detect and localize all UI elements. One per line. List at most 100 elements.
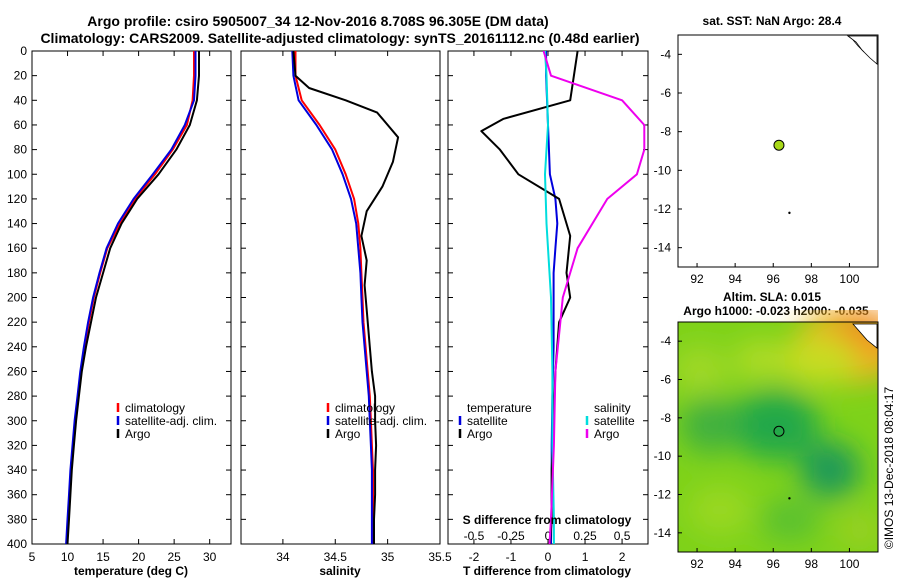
depth-tick-label: 280 xyxy=(7,389,27,403)
sla-map-island xyxy=(788,497,791,500)
s-tick-label: -0.5 xyxy=(464,529,485,543)
map-lon-label: 98 xyxy=(805,272,819,286)
s-tick-label: -0.25 xyxy=(497,529,525,543)
map-lat-label: -4 xyxy=(660,47,671,61)
xtick-label-difference: 0 xyxy=(545,550,552,564)
xtick-label-difference: 2 xyxy=(619,550,626,564)
depth-tick-label: 140 xyxy=(7,217,27,231)
depth-tick-label: 180 xyxy=(7,266,27,280)
map-lon-label: 92 xyxy=(690,557,704,571)
xtick-label-temperature: 30 xyxy=(203,550,217,564)
sst-map-panel: sat. SST: NaN Argo: 28.4 92 94 96 98 100 -4 -6… xyxy=(654,14,879,286)
s-tick-label: 0.5 xyxy=(614,529,631,543)
depth-tick-label: 240 xyxy=(7,340,27,354)
depth-tick-label: 160 xyxy=(7,241,27,255)
depth-tick-label: 100 xyxy=(7,167,27,181)
depth-tick-label: 400 xyxy=(7,537,27,551)
depth-tick-label: 320 xyxy=(7,438,27,452)
series-salinity-climatology xyxy=(294,51,374,544)
xtick-label-temperature: 5 xyxy=(29,550,36,564)
xtick-label-salinity: 34 xyxy=(276,550,290,564)
sla-heatmap xyxy=(678,310,878,552)
map-lat-label: -8 xyxy=(660,411,671,425)
map-lat-label: -10 xyxy=(654,163,672,177)
sla-map-coastline xyxy=(852,323,878,349)
salinity-legend-climatology: climatology xyxy=(335,401,395,415)
depth-tick-label: 20 xyxy=(14,69,28,83)
depth-tick-label: 0 xyxy=(20,44,27,58)
map-lon-label: 96 xyxy=(767,557,781,571)
map-lon-label: 100 xyxy=(839,272,859,286)
map-lat-label: -12 xyxy=(654,202,672,216)
depth-tick-label: 120 xyxy=(7,192,27,206)
xtick-label-difference: 1 xyxy=(582,550,589,564)
xtick-label-temperature: 15 xyxy=(96,550,110,564)
salinity-legend-satellite: satellite-adj. clim. xyxy=(335,414,427,428)
map-lat-label: -8 xyxy=(660,125,671,139)
imos-credit: ©IMOS 13-Dec-2018 08:04:17 xyxy=(882,387,896,550)
xtick-label-salinity: 35 xyxy=(381,550,395,564)
map-lat-label: -14 xyxy=(654,526,672,540)
legend-title-salinity: salinity xyxy=(594,401,631,415)
map-lat-label: -6 xyxy=(660,86,671,100)
salinity-legend: climatology satellite-adj. clim. Argo xyxy=(326,401,427,441)
series-salinity-argo xyxy=(292,51,400,544)
xtick-label-difference: -2 xyxy=(469,550,480,564)
sst-map-coastline xyxy=(846,35,878,65)
sst-map-frame xyxy=(677,34,879,268)
depth-tick-label: 300 xyxy=(7,414,27,428)
xtick-label-temperature: 20 xyxy=(132,550,146,564)
salinity-xlabel: salinity xyxy=(319,564,361,578)
sla-map-title: Altim. SLA: 0.015 xyxy=(723,290,821,304)
salinity-axes-frame xyxy=(240,50,441,545)
series-temperature-argo xyxy=(66,51,200,544)
xtick-label-temperature: 10 xyxy=(61,550,75,564)
map-lon-label: 92 xyxy=(690,272,704,286)
temperature-legend-satellite: satellite-adj. clim. xyxy=(125,414,217,428)
sst-map-title: sat. SST: NaN Argo: 28.4 xyxy=(703,14,842,28)
figure-title-line2: Climatology: CARS2009. Satellite-adjuste… xyxy=(40,30,639,46)
temperature-xlabel: temperature (deg C) xyxy=(74,564,188,578)
map-lat-label: -10 xyxy=(654,449,672,463)
depth-tick-label: 260 xyxy=(7,364,27,378)
xtick-label-salinity: 35.5 xyxy=(428,550,452,564)
depth-tick-label: 200 xyxy=(7,291,27,305)
xtick-label-difference: -1 xyxy=(506,550,517,564)
depth-tick-label: 340 xyxy=(7,463,27,477)
xtick-label-temperature: 25 xyxy=(167,550,181,564)
temperature-legend-climatology: climatology xyxy=(125,401,185,415)
series-difference-s-climatology xyxy=(542,51,646,544)
sla-map-frame xyxy=(677,321,879,553)
depth-tick-label: 360 xyxy=(7,488,27,502)
series-temperature-satellite-adj-clim- xyxy=(65,51,197,544)
s-difference-label: S difference from climatology xyxy=(463,513,632,527)
difference-legend: temperature satellite Argo salinity sate… xyxy=(458,401,635,441)
sla-map-panel: Altim. SLA: 0.015 Argo h1000: -0.023 h20… xyxy=(654,290,879,571)
depth-tick-label: 80 xyxy=(14,143,28,157)
map-lon-label: 100 xyxy=(839,557,859,571)
depth-tick-label: 220 xyxy=(7,315,27,329)
legend-title-temperature: temperature xyxy=(467,401,532,415)
depth-tick-label: 60 xyxy=(14,118,28,132)
s-tick-label: 0 xyxy=(545,529,552,543)
legend-t-argo: Argo xyxy=(467,427,493,441)
sst-map-float-marker xyxy=(773,139,785,151)
salinity-panel: 34 34.5 35 35.5 salinity climatology satell… xyxy=(240,50,452,578)
map-lat-label: -6 xyxy=(660,373,671,387)
map-lon-label: 98 xyxy=(805,557,819,571)
temperature-legend: climatology satellite-adj. clim. Argo xyxy=(116,401,217,441)
map-lat-label: -14 xyxy=(654,241,672,255)
xtick-label-salinity: 34.5 xyxy=(324,550,348,564)
depth-tick-label: 380 xyxy=(7,512,27,526)
salinity-legend-argo: Argo xyxy=(335,427,361,441)
legend-t-satellite: satellite xyxy=(467,414,508,428)
difference-panel: -2 -1 0 1 2 -0.5 -0.25 0 0.25 0.5 T difference fr… xyxy=(447,50,649,578)
legend-s-satellite: satellite xyxy=(594,414,635,428)
sst-map-island xyxy=(788,211,791,215)
difference-xlabel: T difference from climatology xyxy=(463,564,631,578)
legend-s-argo: Argo xyxy=(594,427,620,441)
sla-map-float-marker xyxy=(773,425,785,437)
map-lon-label: 96 xyxy=(767,272,781,286)
figure-title-line1: Argo profile: csiro 5905007_34 12-Nov-20… xyxy=(87,13,548,29)
